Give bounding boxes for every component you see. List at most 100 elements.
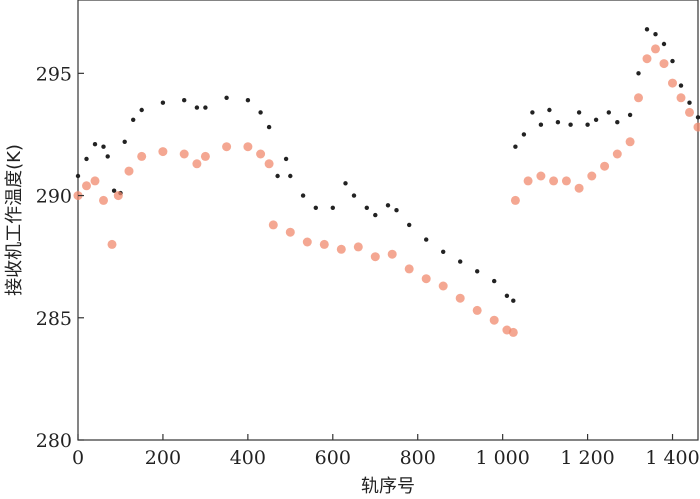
data-point [523, 176, 533, 186]
x-tick-label: 1 200 [560, 447, 614, 469]
data-point [82, 181, 91, 191]
plot-frame [77, 0, 699, 441]
data-point [568, 122, 573, 127]
data-point [627, 112, 633, 118]
data-point [283, 156, 289, 162]
series-1 [73, 44, 700, 337]
data-point [510, 195, 520, 205]
data-point [547, 107, 552, 113]
x-tick-label: 0 [72, 447, 84, 469]
data-point [319, 239, 329, 249]
data-point [336, 244, 346, 254]
data-point [593, 117, 599, 123]
data-point [179, 149, 189, 159]
data-point [676, 93, 686, 103]
data-point [438, 281, 448, 291]
data-point [105, 154, 110, 159]
data-point [600, 161, 610, 171]
data-point [313, 205, 318, 210]
data-point [192, 159, 202, 169]
data-point [300, 193, 306, 198]
x-tick-label: 1 400 [645, 447, 699, 469]
data-point [678, 83, 684, 88]
data-point [122, 139, 127, 144]
x-axis-label: 轨序号 [361, 476, 415, 497]
data-point [606, 110, 611, 115]
data-point [224, 95, 229, 101]
data-point [245, 98, 251, 103]
data-point [373, 212, 378, 218]
data-point [642, 54, 652, 64]
data-point [634, 93, 643, 103]
y-axis-label: 接收机工作温度(K) [4, 144, 25, 296]
data-point [651, 44, 660, 54]
data-point [353, 242, 363, 252]
data-point [84, 156, 89, 162]
data-point [555, 120, 561, 125]
data-point [131, 117, 136, 123]
data-point [268, 220, 278, 230]
data-point [549, 176, 559, 186]
data-point [256, 149, 266, 159]
data-point [538, 122, 544, 127]
data-point [504, 293, 510, 298]
data-point [513, 144, 518, 149]
data-point [587, 171, 597, 181]
data-point [455, 293, 465, 303]
data-point [266, 124, 272, 130]
data-point [421, 274, 431, 284]
y-tick-label: 280 [36, 430, 72, 452]
data-point [636, 71, 641, 76]
data-point [264, 159, 274, 169]
data-point [139, 107, 144, 113]
data-point [275, 173, 280, 179]
data-point [521, 132, 527, 137]
x-axis: 0 200 400 600 800 1 000 1 200 1 400 [72, 434, 700, 469]
y-tick-label: 295 [36, 63, 72, 85]
data-point [160, 100, 166, 105]
data-point [113, 191, 123, 201]
data-point [364, 205, 369, 210]
data-point [644, 27, 650, 32]
data-point [101, 144, 106, 149]
data-point [330, 205, 335, 210]
data-point [351, 193, 357, 198]
data-point [404, 264, 414, 274]
data-point [424, 237, 429, 242]
data-point [343, 181, 348, 186]
data-point [285, 227, 295, 237]
x-tick-label: 600 [315, 447, 351, 469]
data-point [200, 151, 210, 161]
data-point [99, 195, 108, 205]
data-point [475, 269, 480, 274]
data-point [508, 327, 518, 337]
y-tick-label: 290 [36, 186, 72, 208]
x-tick-label: 800 [400, 447, 436, 469]
data-point [370, 252, 380, 262]
data-point [659, 59, 669, 69]
data-point [92, 142, 98, 147]
data-point [670, 58, 675, 64]
data-point [693, 122, 700, 132]
data-point [530, 110, 535, 115]
data-point [441, 249, 446, 254]
x-tick-label: 400 [230, 447, 266, 469]
data-point [222, 142, 232, 152]
data-point [511, 298, 516, 303]
data-point [492, 278, 497, 284]
x-tick-label: 200 [145, 447, 181, 469]
data-point [625, 137, 635, 147]
data-point [615, 120, 620, 125]
data-point [489, 315, 499, 325]
data-point [612, 149, 622, 159]
data-point [182, 98, 187, 103]
y-axis: 280 285 290 295 [36, 63, 84, 452]
data-point [158, 147, 168, 157]
data-point [574, 183, 584, 193]
data-point [111, 188, 117, 193]
data-point [472, 305, 482, 315]
data-point [394, 208, 399, 213]
data-point [75, 173, 81, 179]
data-point [536, 171, 546, 181]
